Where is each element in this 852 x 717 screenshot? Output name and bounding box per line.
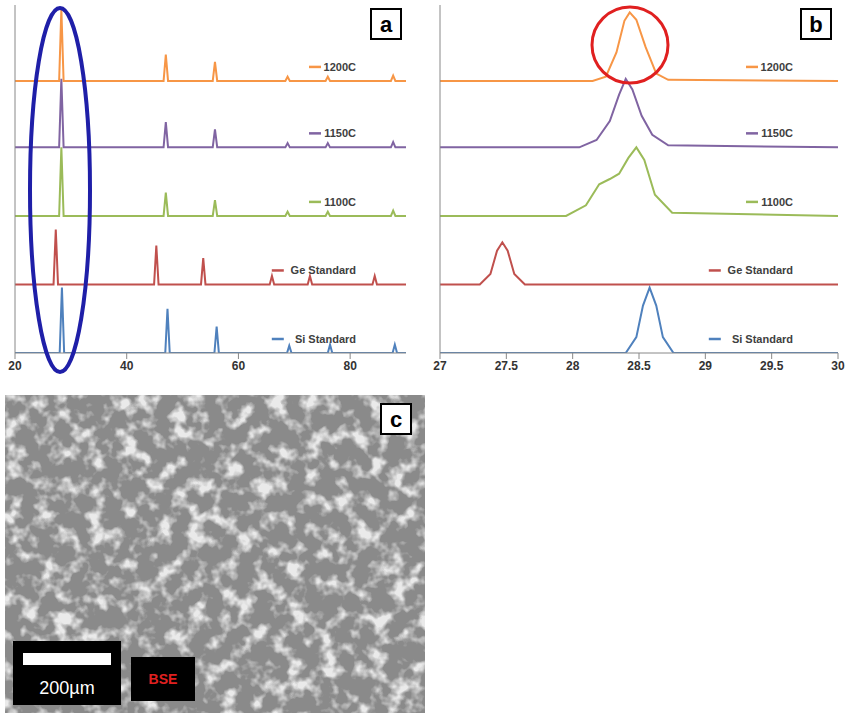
svg-text:1100C: 1100C	[324, 196, 356, 208]
svg-text:28: 28	[566, 359, 580, 373]
svg-text:1100C: 1100C	[761, 196, 793, 208]
svg-text:30: 30	[831, 359, 845, 373]
svg-text:Si Standard: Si Standard	[295, 333, 356, 345]
svg-text:BSE: BSE	[149, 671, 178, 687]
svg-text:1150C: 1150C	[324, 127, 356, 139]
svg-text:1200C: 1200C	[761, 61, 793, 73]
svg-text:20: 20	[8, 359, 22, 373]
html-text:c: c	[389, 407, 403, 432]
svg-text:27: 27	[433, 359, 447, 373]
svg-text:40: 40	[120, 359, 134, 373]
svg-text:80: 80	[343, 359, 357, 373]
svg-text:Si Standard: Si Standard	[732, 333, 793, 345]
html-text:b: b	[809, 12, 823, 37]
svg-text:Ge Standard: Ge Standard	[291, 264, 356, 276]
svg-text:60: 60	[232, 359, 246, 373]
svg-text:27.5: 27.5	[495, 359, 519, 373]
svg-text:200µm: 200µm	[39, 678, 94, 698]
html-text:a: a	[379, 12, 393, 37]
svg-text:29.5: 29.5	[760, 359, 784, 373]
svg-text:29: 29	[699, 359, 713, 373]
svg-text:1150C: 1150C	[761, 127, 793, 139]
svg-text:Ge Standard: Ge Standard	[728, 264, 793, 276]
svg-text:1200C: 1200C	[324, 61, 356, 73]
svg-text:28.5: 28.5	[627, 359, 651, 373]
